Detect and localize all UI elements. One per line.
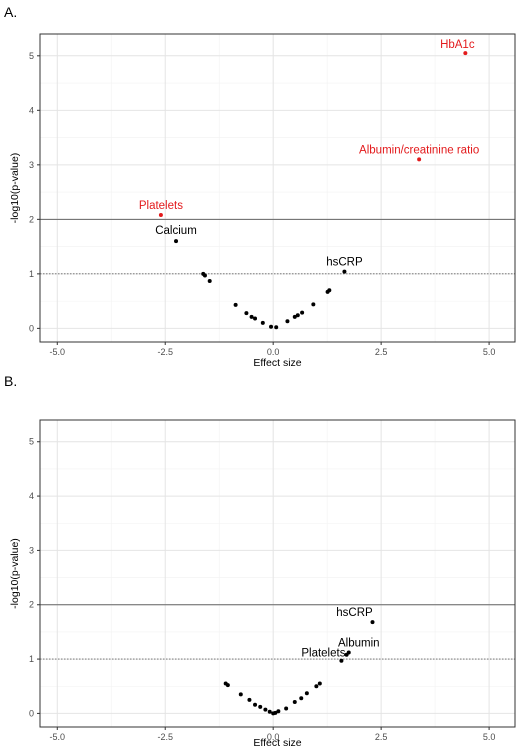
data-point (304, 691, 309, 696)
panel-b: B. -5.0 -2.5 0.0 2.5 5.0 0 1 2 3 4 5 Effect size -log… (4, 373, 516, 749)
data-point (238, 692, 243, 697)
panel-border (39, 419, 516, 728)
data-point-hscrp (342, 269, 347, 274)
data-point-hba1c (463, 51, 468, 56)
data-point (285, 319, 290, 324)
data-point (300, 310, 305, 315)
point-label: Albumin/creatinine ratio (359, 144, 479, 156)
data-point (327, 288, 332, 293)
data-point (317, 681, 322, 686)
x-tick-label: 5.0 (483, 732, 496, 742)
data-point (253, 702, 258, 707)
data-point (344, 652, 349, 657)
y-tick-label: 4 (29, 491, 34, 501)
data-point (225, 683, 230, 688)
data-point (274, 325, 279, 330)
data-point (273, 710, 278, 715)
y-tick-label: 3 (29, 545, 34, 555)
data-point (260, 320, 265, 325)
y-tick-label: 5 (29, 51, 34, 61)
data-point (314, 684, 319, 689)
data-point (263, 707, 268, 712)
y-tick-label: 3 (29, 160, 34, 170)
y-tick-label: 4 (29, 105, 34, 115)
point-label: Platelets (139, 200, 183, 212)
x-tick-label: 2.5 (375, 732, 388, 742)
y-tick-label: 0 (29, 323, 34, 333)
x-tick-label: -5.0 (50, 347, 66, 357)
data-point (292, 700, 297, 705)
y-tick-label: 1 (29, 269, 34, 279)
panel-a: A. -5.0 -2.5 0.0 2.5 5.0 0 1 2 3 4 5 Effect size -log… (4, 4, 516, 369)
x-tick-label: 0.0 (267, 732, 280, 742)
data-point-albumin-creatinine-ratio (417, 157, 422, 162)
data-point (276, 709, 281, 714)
data-point (284, 706, 289, 711)
x-tick-label: 2.5 (375, 347, 388, 357)
point-label: HbA1c (440, 39, 475, 51)
x-axis-label: Effect size (253, 357, 301, 369)
panel-border (39, 33, 516, 343)
x-tick-label: -2.5 (157, 732, 173, 742)
data-point (202, 273, 207, 278)
data-point (299, 696, 304, 701)
data-point (292, 314, 297, 319)
data-point (247, 697, 252, 702)
data-point (269, 324, 274, 329)
data-point-platelets (158, 212, 163, 217)
data-point (267, 709, 272, 714)
data-point-platelets (339, 658, 344, 663)
data-point-calcium (174, 239, 179, 244)
data-point (249, 314, 254, 319)
data-point (253, 316, 258, 321)
panel-label: B. (4, 373, 17, 389)
x-axis-label: Effect size (253, 737, 301, 749)
x-tick-label: -2.5 (157, 347, 173, 357)
data-point-hscrp (370, 620, 375, 625)
panel-label: A. (4, 4, 17, 20)
data-point (244, 311, 249, 316)
y-axis-label: -log10(p-value) (9, 538, 21, 609)
data-point (295, 313, 300, 318)
x-tick-label: 0.0 (267, 347, 280, 357)
y-tick-label: 2 (29, 600, 34, 610)
y-tick-label: 1 (29, 654, 34, 664)
data-point (311, 302, 316, 307)
x-tick-label: -5.0 (50, 732, 66, 742)
data-point (207, 278, 212, 283)
point-label: hsCRP (326, 257, 363, 269)
point-label: Albumin (338, 638, 380, 650)
data-point (258, 704, 263, 709)
y-tick-label: 5 (29, 437, 34, 447)
point-label: hsCRP (336, 607, 373, 619)
y-tick-label: 2 (29, 214, 34, 224)
point-label: Calcium (155, 225, 197, 237)
y-tick-label: 0 (29, 708, 34, 718)
point-label: Platelets (301, 648, 345, 660)
x-tick-label: 5.0 (483, 347, 496, 357)
y-axis-label: -log10(p-value) (9, 153, 21, 224)
data-point (233, 302, 238, 307)
